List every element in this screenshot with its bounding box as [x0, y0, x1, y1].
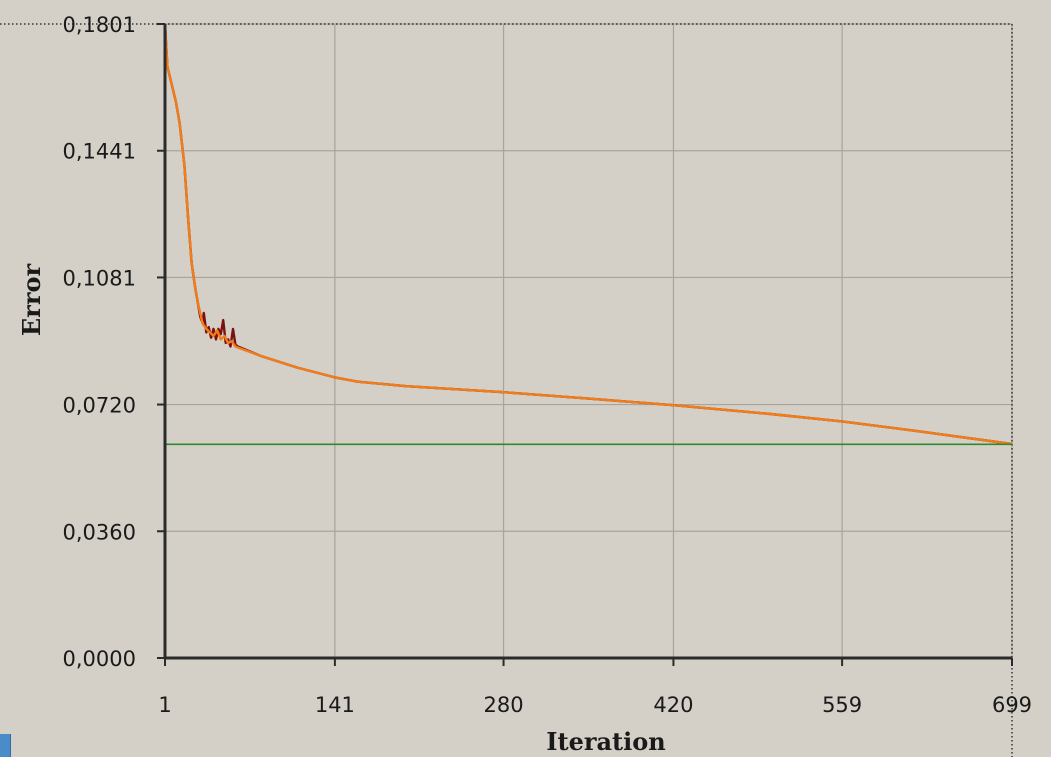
series-line-1: [163, 23, 1013, 446]
x-axis-title: Iteration: [546, 727, 665, 756]
axes: [157, 23, 1013, 666]
y-tick-label-0: 0,0000: [63, 647, 136, 671]
x-tick-label-2: 280: [484, 693, 524, 717]
series-line-2: [163, 23, 1013, 446]
corner-tab[interactable]: [0, 734, 11, 757]
x-tick-labels: 1 141 280 420 559 699: [158, 693, 1032, 717]
series-lines: [163, 23, 1013, 446]
grid-lines: [165, 23, 1013, 658]
y-tick-label-4: 0,1441: [63, 140, 136, 164]
y-tick-label-2: 0,0720: [63, 394, 136, 418]
x-tick-label-4: 559: [822, 693, 862, 717]
y-tick-label-3: 0,1081: [63, 266, 136, 290]
y-tick-label-1: 0,0360: [63, 520, 136, 544]
y-axis-title: Error: [17, 264, 46, 337]
y-tick-label-5: 0,1801: [63, 13, 136, 37]
y-tick-labels: 0,0000 0,0360 0,0720 0,1081 0,1441 0,1801: [63, 13, 136, 671]
x-tick-label-5: 699: [992, 693, 1032, 717]
x-tick-label-3: 420: [653, 693, 693, 717]
x-tick-label-0: 1: [158, 693, 171, 717]
x-tick-label-1: 141: [315, 693, 355, 717]
plot-border: [0, 23, 1013, 757]
